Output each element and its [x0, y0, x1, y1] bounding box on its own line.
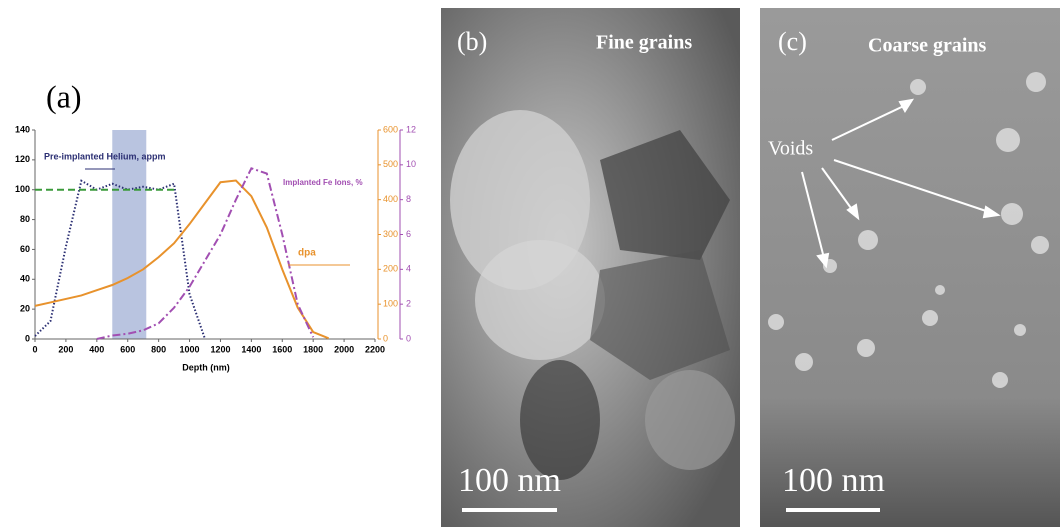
x-tick-label: 2000 [334, 344, 354, 354]
y-tick-label: 40 [20, 274, 30, 284]
x-tick-label: 600 [120, 344, 135, 354]
y-tick-label: 0 [25, 333, 30, 343]
series-line [35, 181, 329, 339]
panel-caption: Coarse grains [868, 35, 987, 57]
y-tick-label: 80 [20, 214, 30, 224]
x-tick-label: 2200 [365, 344, 385, 354]
panel-label: (c) [778, 27, 807, 56]
y2-tick-label: 200 [383, 264, 398, 274]
y2-tick-label: 500 [383, 159, 398, 169]
scale-bar-label: 100 nm [782, 462, 885, 499]
scale-bar-label: 100 nm [458, 462, 561, 499]
series-label: dpa [298, 248, 316, 259]
micrograph-c [760, 8, 1060, 527]
series-label: Pre-implanted Helium, appm [44, 151, 166, 161]
y3-tick-label: 8 [406, 194, 411, 204]
x-tick-label: 800 [151, 344, 166, 354]
x-tick-label: 400 [89, 344, 104, 354]
y-tick-label: 140 [15, 124, 30, 134]
x-tick-label: 1000 [180, 344, 200, 354]
y3-tick-label: 4 [406, 264, 411, 274]
x-tick-label: 0 [32, 344, 37, 354]
y2-tick-label: 100 [383, 299, 398, 309]
micrograph-b [441, 8, 740, 527]
panel-label: (a) [46, 78, 82, 114]
y3-tick-label: 0 [406, 333, 411, 343]
x-tick-label: 1600 [272, 344, 292, 354]
x-tick-label: 1800 [303, 344, 323, 354]
panel-label: (b) [457, 27, 487, 56]
y2-tick-label: 0 [383, 333, 388, 343]
y3-tick-label: 2 [406, 299, 411, 309]
panel-caption: Fine grains [596, 32, 692, 54]
y3-tick-label: 6 [406, 229, 411, 239]
y-tick-label: 100 [15, 184, 30, 194]
series-label: Implanted Fe Ions, % [283, 178, 363, 187]
voids-annotation: Voids [768, 138, 813, 160]
x-tick-label: 1400 [241, 344, 261, 354]
y3-tick-label: 12 [406, 124, 416, 134]
y3-tick-label: 10 [406, 159, 416, 169]
x-tick-label: 1200 [210, 344, 230, 354]
y-tick-label: 120 [15, 154, 30, 164]
y2-tick-label: 300 [383, 229, 398, 239]
y2-tick-label: 400 [383, 194, 398, 204]
y2-tick-label: 600 [383, 124, 398, 134]
x-axis-label: Depth (nm) [182, 362, 230, 372]
y-tick-label: 60 [20, 244, 30, 254]
y-tick-label: 20 [20, 304, 30, 314]
figure: (b) Fine grains 100 nm (c) Coarse grains… [0, 0, 1060, 527]
x-tick-label: 200 [58, 344, 73, 354]
